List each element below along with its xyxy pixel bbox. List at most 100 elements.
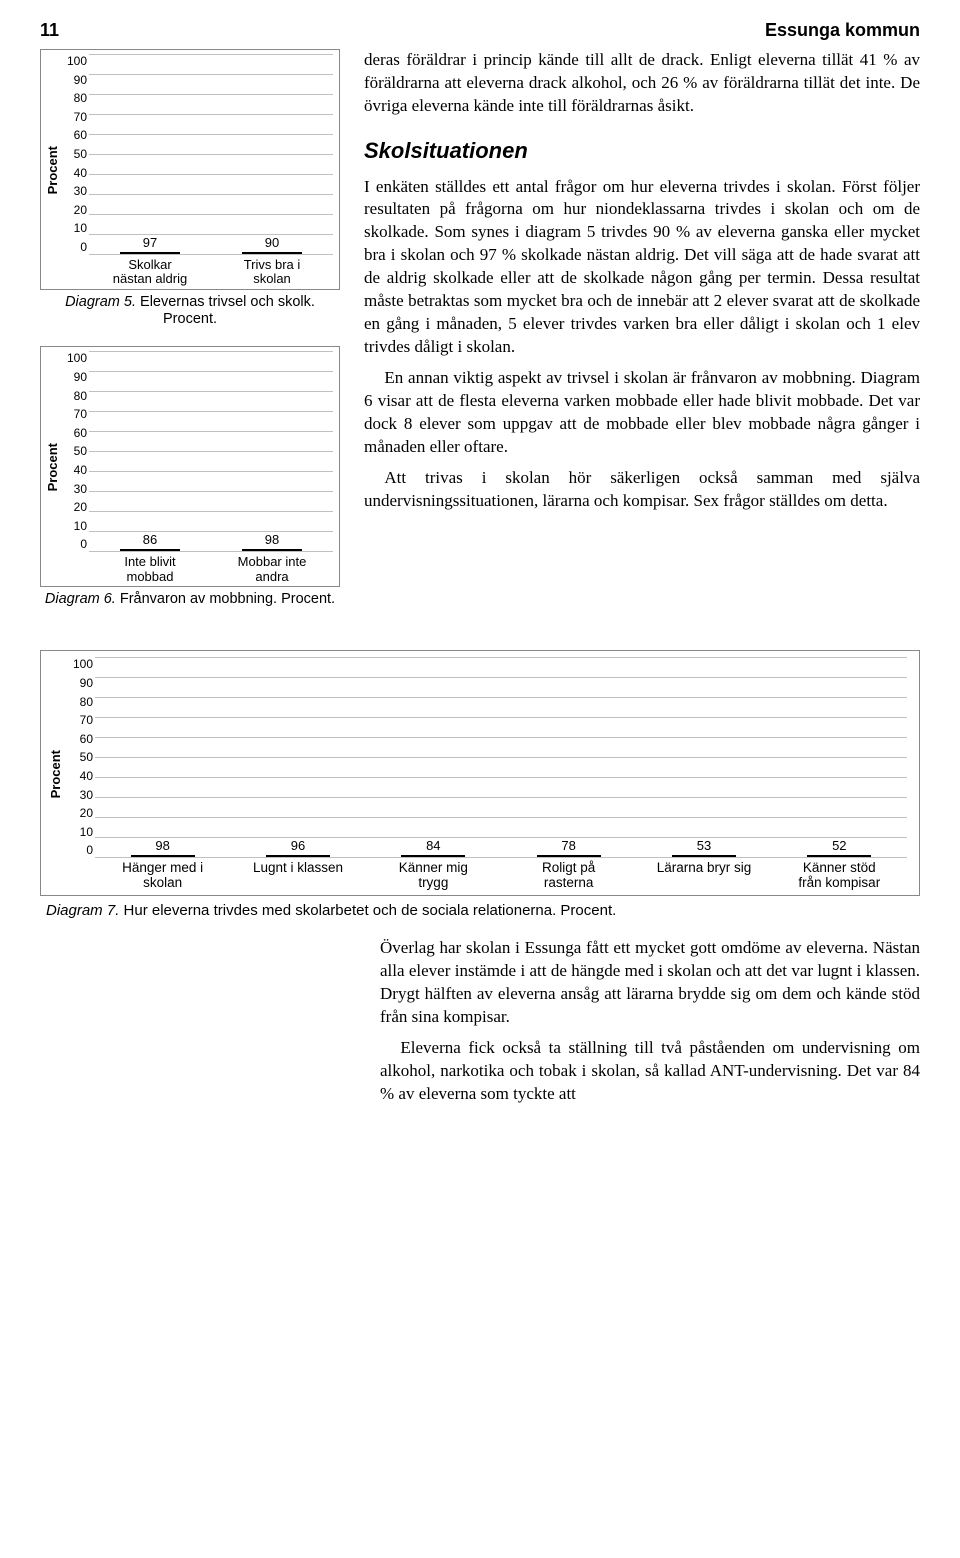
y-tick: 100 bbox=[61, 351, 87, 365]
chart6-caption-rest: Frånvaron av mobbning. Procent. bbox=[116, 591, 335, 607]
y-tick: 50 bbox=[61, 147, 87, 161]
y-tick: 100 bbox=[61, 54, 87, 68]
x-label: Hänger med iskolan bbox=[95, 861, 230, 891]
y-tick: 30 bbox=[61, 482, 87, 496]
y-tick: 30 bbox=[61, 184, 87, 198]
doc-title: Essunga kommun bbox=[765, 20, 920, 41]
top-two-column: Procent 10090807060504030201009790 Skolk… bbox=[40, 49, 920, 626]
bar-slot: 98 bbox=[221, 532, 323, 551]
bar bbox=[242, 549, 302, 551]
chart5-caption-prefix: Diagram 5. bbox=[65, 294, 136, 310]
y-tick: 10 bbox=[65, 825, 93, 839]
x-label: Trivs bra iskolan bbox=[221, 258, 323, 287]
chart-7-section: Procent 10090807060504030201009896847853… bbox=[40, 650, 920, 919]
x-label: Lugnt i klassen bbox=[230, 861, 365, 891]
chart7-caption-prefix: Diagram 7. bbox=[46, 902, 119, 919]
y-tick: 70 bbox=[65, 713, 93, 727]
y-tick: 0 bbox=[61, 537, 87, 551]
left-column: Procent 10090807060504030201009790 Skolk… bbox=[40, 49, 340, 626]
section-title: Skolsituationen bbox=[364, 136, 920, 166]
paragraph: Överlag har skolan i Essunga fått ett my… bbox=[380, 937, 920, 1029]
y-tick: 40 bbox=[61, 166, 87, 180]
page-header: 11 Essunga kommun bbox=[40, 20, 920, 41]
paragraph: Att trivas i skolan hör säkerligen också… bbox=[364, 467, 920, 513]
bar-slot: 53 bbox=[636, 838, 771, 857]
bar-value: 53 bbox=[697, 838, 711, 853]
x-label: Mobbar inteandra bbox=[221, 555, 323, 584]
paragraph: deras föräldrar i princip kände till all… bbox=[364, 49, 920, 118]
bar-slot: 90 bbox=[221, 235, 323, 254]
y-tick: 90 bbox=[61, 73, 87, 87]
chart-6: Procent 10090807060504030201008698 Inte … bbox=[40, 346, 340, 587]
bar-slot: 78 bbox=[501, 838, 636, 857]
y-tick: 80 bbox=[61, 389, 87, 403]
bar bbox=[120, 549, 180, 551]
chart6-ylabel: Procent bbox=[45, 443, 60, 491]
bar-value: 96 bbox=[291, 838, 305, 853]
bar-slot: 98 bbox=[95, 838, 230, 857]
bar-slot: 86 bbox=[99, 532, 201, 551]
y-tick: 80 bbox=[61, 91, 87, 105]
y-tick: 10 bbox=[61, 221, 87, 235]
lower-body: Överlag har skolan i Essunga fått ett my… bbox=[380, 937, 920, 1106]
y-tick: 60 bbox=[61, 426, 87, 440]
chart5-caption: Diagram 5. Elevernas trivsel och skolk. … bbox=[40, 294, 340, 329]
paragraph: Eleverna fick också ta ställning till tv… bbox=[380, 1037, 920, 1106]
bar-slot: 97 bbox=[99, 235, 201, 254]
y-tick: 20 bbox=[65, 806, 93, 820]
bar bbox=[537, 855, 601, 857]
y-tick: 40 bbox=[65, 769, 93, 783]
y-tick: 60 bbox=[65, 732, 93, 746]
chart-7: Procent 10090807060504030201009896847853… bbox=[40, 650, 920, 896]
y-tick: 100 bbox=[65, 657, 93, 671]
bar-slot: 96 bbox=[230, 838, 365, 857]
bar bbox=[807, 855, 871, 857]
bar-value: 84 bbox=[426, 838, 440, 853]
x-label: Känner stödfrån kompisar bbox=[772, 861, 907, 891]
y-tick: 90 bbox=[61, 370, 87, 384]
chart7-ylabel: Procent bbox=[48, 750, 63, 798]
bar-value: 78 bbox=[561, 838, 575, 853]
bar-value: 86 bbox=[143, 532, 157, 547]
bar bbox=[266, 855, 330, 857]
bar-slot: 52 bbox=[772, 838, 907, 857]
y-tick: 0 bbox=[65, 843, 93, 857]
y-tick: 50 bbox=[61, 444, 87, 458]
chart7-caption-rest: Hur eleverna trivdes med skolarbetet och… bbox=[119, 902, 616, 919]
chart5-ylabel: Procent bbox=[45, 146, 60, 194]
bar bbox=[242, 252, 302, 254]
right-column: deras föräldrar i princip kände till all… bbox=[364, 49, 920, 626]
bar-value: 90 bbox=[265, 235, 279, 250]
chart6-caption: Diagram 6. Frånvaron av mobbning. Procen… bbox=[40, 591, 340, 608]
bar-value: 98 bbox=[265, 532, 279, 547]
page-number: 11 bbox=[40, 20, 59, 41]
bar bbox=[401, 855, 465, 857]
chart6-caption-prefix: Diagram 6. bbox=[45, 591, 116, 607]
y-tick: 0 bbox=[61, 240, 87, 254]
chart5-caption-rest: Elevernas trivsel och skolk. Procent. bbox=[136, 294, 315, 327]
bar-value: 97 bbox=[143, 235, 157, 250]
y-tick: 60 bbox=[61, 128, 87, 142]
y-tick: 10 bbox=[61, 519, 87, 533]
bar bbox=[672, 855, 736, 857]
chart-5: Procent 10090807060504030201009790 Skolk… bbox=[40, 49, 340, 290]
y-tick: 20 bbox=[61, 203, 87, 217]
paragraph: I enkäten ställdes ett antal frågor om h… bbox=[364, 176, 920, 360]
bar-value: 52 bbox=[832, 838, 846, 853]
bar-value: 98 bbox=[155, 838, 169, 853]
x-label: Roligt pårasterna bbox=[501, 861, 636, 891]
y-tick: 30 bbox=[65, 788, 93, 802]
y-tick: 50 bbox=[65, 750, 93, 764]
chart7-caption: Diagram 7. Hur eleverna trivdes med skol… bbox=[46, 902, 920, 919]
y-tick: 40 bbox=[61, 463, 87, 477]
x-label: Känner migtrygg bbox=[366, 861, 501, 891]
y-tick: 80 bbox=[65, 695, 93, 709]
bar bbox=[131, 855, 195, 857]
y-tick: 70 bbox=[61, 407, 87, 421]
x-label: Lärarna bryr sig bbox=[636, 861, 771, 891]
y-tick: 20 bbox=[61, 500, 87, 514]
bar-slot: 84 bbox=[366, 838, 501, 857]
x-label: Inte blivitmobbad bbox=[99, 555, 201, 584]
paragraph: En annan viktig aspekt av trivsel i skol… bbox=[364, 367, 920, 459]
y-tick: 90 bbox=[65, 676, 93, 690]
